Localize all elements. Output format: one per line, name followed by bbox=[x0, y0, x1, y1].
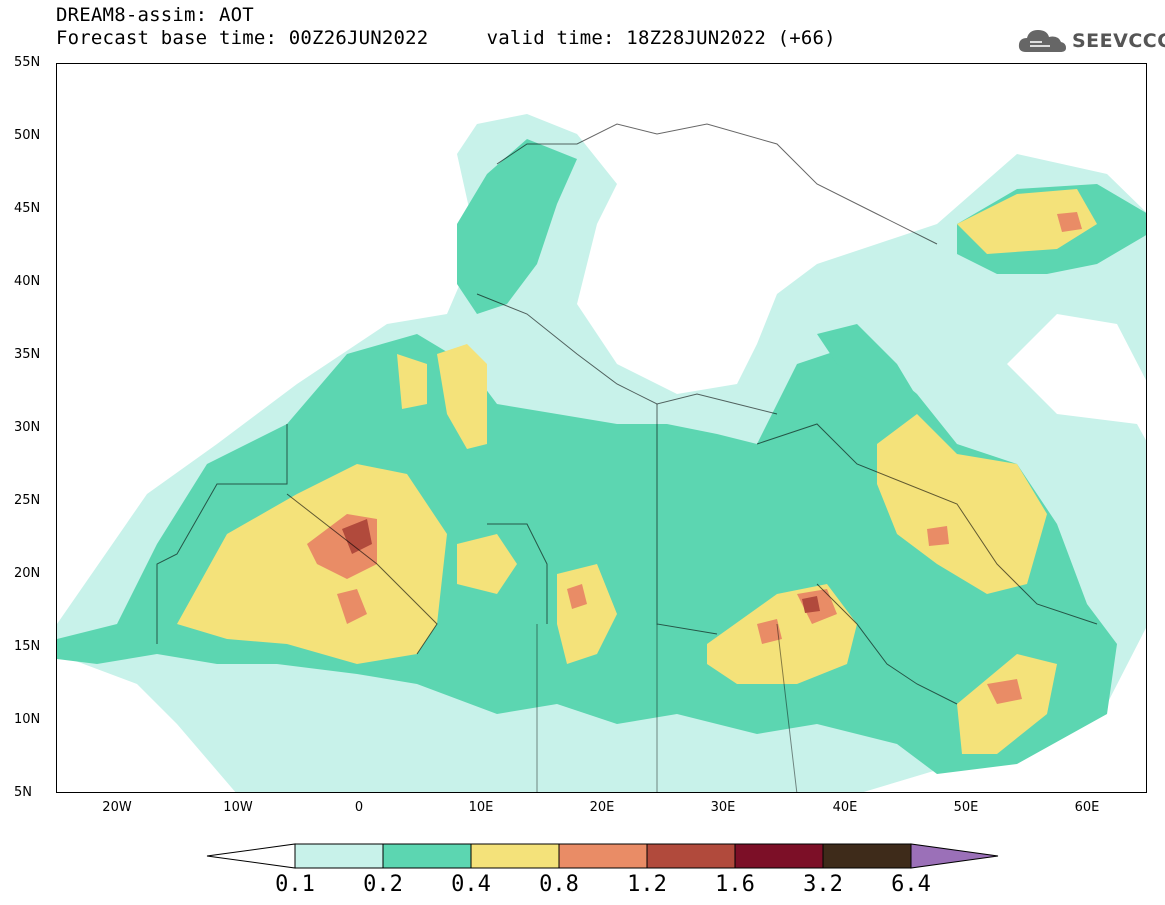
map-title: DREAM8-assim: AOT bbox=[56, 5, 254, 25]
lon-label: 0 bbox=[334, 800, 384, 815]
colorbar bbox=[205, 842, 1000, 872]
lat-label: 55N bbox=[14, 55, 54, 70]
logo-text: SEEVCCC bbox=[1072, 30, 1165, 52]
colorbar-label: 1.2 bbox=[617, 872, 677, 897]
seevccc-logo: SEEVCCC bbox=[1016, 26, 1165, 56]
colorbar-swatch bbox=[471, 844, 559, 868]
lat-label: 45N bbox=[14, 201, 54, 216]
lon-label: 50E bbox=[941, 800, 991, 815]
lat-label: 25N bbox=[14, 493, 54, 508]
colorbar-min-arrow bbox=[207, 844, 295, 868]
lat-label: 15N bbox=[14, 639, 54, 654]
lon-label: 10W bbox=[213, 800, 263, 815]
colorbar-label: 0.2 bbox=[353, 872, 413, 897]
colorbar-label: 6.4 bbox=[881, 872, 941, 897]
lat-label: 40N bbox=[14, 274, 54, 289]
lat-label: 35N bbox=[14, 347, 54, 362]
lon-label: 30E bbox=[698, 800, 748, 815]
colorbar-swatch bbox=[295, 844, 383, 868]
lat-label: 5N bbox=[14, 785, 54, 800]
colorbar-swatch bbox=[735, 844, 823, 868]
lat-label: 10N bbox=[14, 712, 54, 727]
lon-label: 20W bbox=[92, 800, 142, 815]
map-area bbox=[56, 63, 1147, 793]
aot-field-map bbox=[57, 64, 1147, 793]
colorbar-swatch bbox=[383, 844, 471, 868]
colorbar-label: 0.1 bbox=[265, 872, 325, 897]
lon-label: 40E bbox=[820, 800, 870, 815]
lat-label: 30N bbox=[14, 420, 54, 435]
colorbar-swatch bbox=[647, 844, 735, 868]
lat-label: 20N bbox=[14, 566, 54, 581]
lon-label: 20E bbox=[577, 800, 627, 815]
colorbar-label: 3.2 bbox=[793, 872, 853, 897]
lat-label: 50N bbox=[14, 128, 54, 143]
colorbar-label: 1.6 bbox=[705, 872, 765, 897]
forecast-time-line: Forecast base time: 00Z26JUN2022 valid t… bbox=[56, 28, 836, 48]
lon-label: 60E bbox=[1062, 800, 1112, 815]
colorbar-max-arrow bbox=[911, 844, 998, 868]
cloud-icon bbox=[1016, 26, 1068, 56]
colorbar-swatch bbox=[823, 844, 911, 868]
lon-label: 10E bbox=[456, 800, 506, 815]
colorbar-swatch bbox=[559, 844, 647, 868]
colorbar-label: 0.8 bbox=[529, 872, 589, 897]
colorbar-label: 0.4 bbox=[441, 872, 501, 897]
